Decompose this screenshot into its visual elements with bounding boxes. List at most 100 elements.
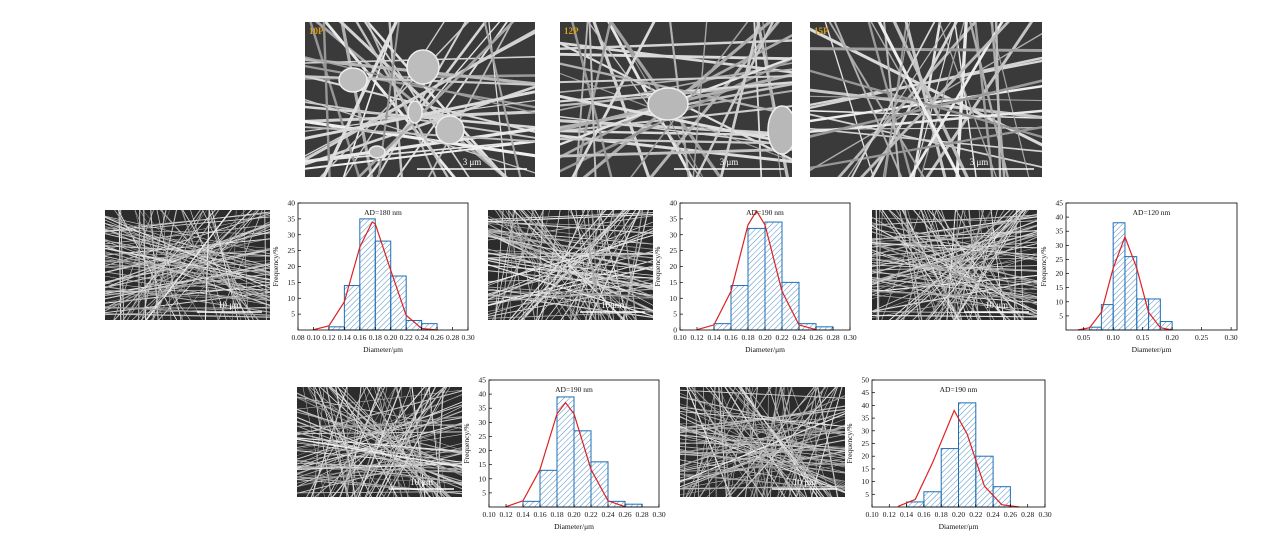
x-tick-label: 0.24 xyxy=(415,333,428,342)
fiber xyxy=(488,258,653,287)
fiber xyxy=(497,210,578,320)
y-tick-label: 20 xyxy=(288,262,296,271)
fiber xyxy=(872,229,1037,248)
fiber xyxy=(305,140,535,163)
fiber xyxy=(688,387,743,497)
x-tick-label: 0.10 xyxy=(482,510,495,519)
bead xyxy=(338,67,368,93)
fiber xyxy=(934,210,1005,320)
fiber xyxy=(305,127,535,164)
y-tick-label: 45 xyxy=(862,388,870,397)
fiber xyxy=(851,22,936,177)
fiber xyxy=(322,22,331,177)
fiber xyxy=(724,387,798,497)
scale-text: 3 μm xyxy=(720,157,739,167)
x-tick-label: 0.12 xyxy=(322,333,335,342)
fiber xyxy=(680,450,845,474)
y-tick-label: 40 xyxy=(670,199,678,208)
fiber xyxy=(537,210,586,320)
fiber xyxy=(588,22,597,177)
fiber xyxy=(152,210,204,320)
fiber xyxy=(560,41,792,74)
y-tick-label: 35 xyxy=(862,414,870,423)
bar xyxy=(730,285,749,331)
x-tick-label: 0.12 xyxy=(499,510,512,519)
x-tick-label: 0.30 xyxy=(843,333,856,342)
fiber xyxy=(428,387,442,497)
scale-text: 10 μm xyxy=(601,300,624,310)
y-tick-label: 10 xyxy=(1056,297,1064,306)
fiber xyxy=(955,210,1019,320)
scale-text: 3 μm xyxy=(463,157,482,167)
fiber xyxy=(297,406,462,488)
fiber xyxy=(833,22,903,177)
fiber xyxy=(346,387,348,497)
y-axis-label: Frequency/% xyxy=(845,424,854,464)
fiber xyxy=(680,463,845,496)
fit-curve xyxy=(1077,235,1173,331)
fiber xyxy=(872,257,1037,285)
fiber xyxy=(699,387,772,497)
fiber xyxy=(139,210,203,320)
x-tick-label: 0.26 xyxy=(618,510,631,519)
fiber xyxy=(978,210,991,320)
fiber xyxy=(693,387,716,497)
fiber xyxy=(872,314,1037,318)
fiber xyxy=(376,22,467,177)
fiber xyxy=(105,216,270,233)
fiber xyxy=(297,462,462,471)
fiber xyxy=(872,241,1037,257)
fiber xyxy=(363,22,470,177)
fiber xyxy=(307,387,362,497)
fiber xyxy=(339,387,381,497)
y-tick-label: 5 xyxy=(291,310,295,319)
y-tick-label: 40 xyxy=(479,390,487,399)
x-tick-label: 0.10 xyxy=(307,333,320,342)
y-tick-label: 15 xyxy=(479,460,487,469)
fiber xyxy=(904,22,947,177)
fiber xyxy=(488,282,653,300)
fiber xyxy=(719,22,761,177)
y-tick-label: 45 xyxy=(1056,199,1064,208)
fiber xyxy=(680,485,845,490)
fit-curve xyxy=(313,221,438,331)
fiber xyxy=(776,387,837,497)
fiber xyxy=(338,22,508,177)
fiber xyxy=(488,212,653,220)
fiber xyxy=(872,278,1037,317)
y-tick-label: 10 xyxy=(288,294,296,303)
y-axis-label: Frequency/% xyxy=(462,424,471,464)
fiber xyxy=(877,22,961,177)
x-tick-label: 0.08 xyxy=(291,333,304,342)
bead xyxy=(435,115,465,145)
fiber xyxy=(686,387,732,497)
fiber xyxy=(488,286,653,299)
fiber xyxy=(305,140,535,170)
x-tick-label: 0.30 xyxy=(461,333,474,342)
fiber xyxy=(623,210,644,320)
fiber xyxy=(937,210,1007,320)
x-axis-label: Diameter/μm xyxy=(363,345,403,354)
fiber xyxy=(488,284,653,318)
x-tick-label: 0.28 xyxy=(446,333,459,342)
fiber xyxy=(488,260,653,306)
bar xyxy=(815,326,834,331)
fiber xyxy=(105,245,270,307)
bead xyxy=(406,49,440,85)
fiber xyxy=(105,229,270,274)
fiber xyxy=(872,243,1037,282)
fiber xyxy=(817,387,839,497)
fiber xyxy=(105,263,270,300)
fiber xyxy=(150,210,159,320)
fiber xyxy=(969,210,998,320)
fiber xyxy=(409,387,430,497)
fiber xyxy=(706,387,819,497)
fiber xyxy=(680,462,845,472)
fiber xyxy=(888,210,982,320)
scale-text: 10 μm xyxy=(985,300,1008,310)
fiber xyxy=(492,210,545,320)
y-tick-label: 5 xyxy=(482,488,486,497)
y-tick-label: 0 xyxy=(673,326,677,335)
x-axis-label: Diameter/μm xyxy=(1132,345,1172,354)
x-tick-label: 0.12 xyxy=(690,333,703,342)
